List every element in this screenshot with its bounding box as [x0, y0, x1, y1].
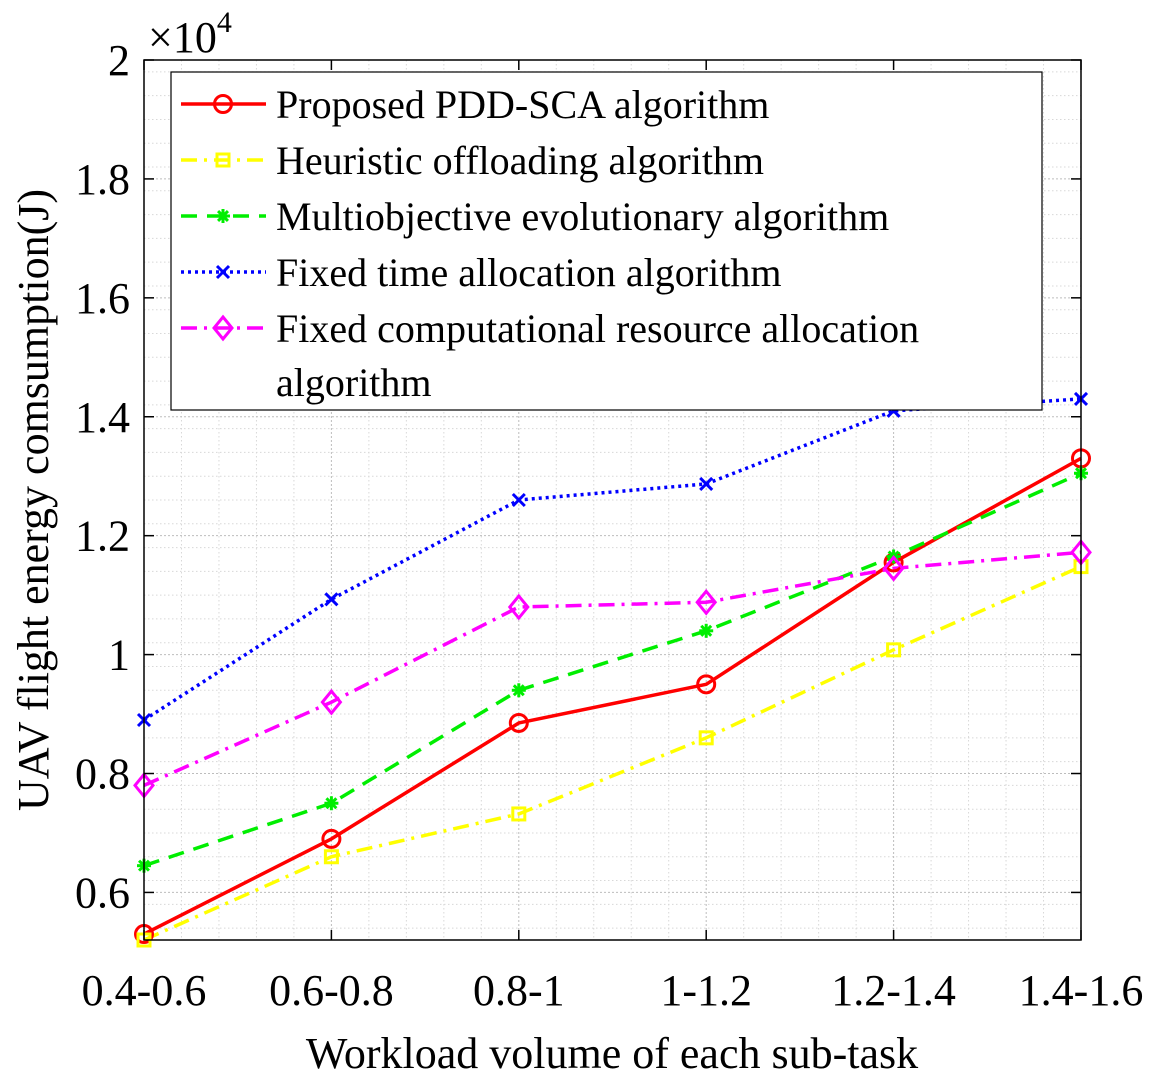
data-point-series-2 [886, 642, 902, 658]
marker-circle [213, 94, 233, 114]
legend-item-5: Fixed computational resource allocation a… [181, 306, 919, 405]
marker-star-stroke [700, 624, 713, 637]
x-tick-labels: 0.4-0.6 0.6-0.8 0.8-1 1-1.2 1.2-1.4 1.4-1.6 [82, 966, 1144, 1015]
y-tick-label: 1.8 [75, 155, 130, 204]
x-tick-label: 0.4-0.6 [82, 966, 207, 1015]
data-point-series-4 [511, 492, 526, 508]
data-point-series-1 [321, 828, 342, 849]
x-tick-label: 0.8-1 [473, 966, 565, 1015]
legend-marker [215, 264, 231, 280]
legend-label: Multiobjective evolutionary algorithm [276, 194, 889, 239]
marker-square [698, 730, 714, 746]
marker-square [323, 849, 339, 865]
marker-circle [696, 674, 717, 695]
marker-diamond [882, 555, 905, 582]
marker-star-stroke [216, 209, 230, 223]
y-multiplier: ×104 [148, 6, 232, 62]
data-point-series-4 [699, 476, 714, 492]
data-point-series-2 [511, 806, 527, 822]
marker-square [886, 642, 902, 658]
legend-label: Heuristic offloading algorithm [276, 138, 764, 183]
marker-circle [321, 828, 342, 849]
marker-x-stroke [324, 592, 339, 607]
y-tick-label: 1.4 [75, 393, 130, 442]
x-tick-label: 0.6-0.8 [269, 966, 394, 1015]
marker-x-stroke [215, 264, 231, 280]
legend-label: Fixed computational resource allocation [276, 306, 919, 351]
marker-diamond [507, 593, 530, 621]
data-point-series-1 [696, 674, 717, 695]
axis-ticks [143, 59, 1082, 940]
legend-items: Proposed PDD-SCA algorithm Heuristic offl… [181, 82, 919, 405]
y-tick-label: 2 [108, 36, 130, 85]
marker-x-stroke [699, 476, 714, 492]
legend-item-4: Fixed time allocation algorithm [181, 250, 781, 295]
data-point-series-2 [323, 849, 339, 865]
data-point-series-3 [511, 683, 526, 698]
series-line-3 [143, 471, 1082, 868]
data-point-series-2 [698, 730, 714, 746]
y-tick-label: 1 [108, 631, 130, 680]
x-tick-label: 1.4-1.6 [1019, 966, 1144, 1015]
legend-marker [212, 314, 234, 342]
y-tick-label: 1.2 [75, 512, 130, 561]
data-point-series-3 [699, 623, 714, 638]
legend-marker [215, 152, 231, 168]
legend-label-line2: algorithm [276, 360, 432, 405]
y-multiplier-base: ×10 [148, 13, 217, 62]
legend-item-2: Heuristic offloading algorithm [181, 138, 764, 183]
data-point-series-5 [507, 593, 530, 621]
legend-marker [213, 94, 233, 114]
legend-label: Fixed time allocation algorithm [276, 250, 781, 295]
x-tick-label: 1-1.2 [660, 966, 752, 1015]
y-tick-label: 0.8 [75, 750, 130, 799]
x-axis-label: Workload volume of each sub-task [306, 1029, 918, 1078]
plot-frame [143, 59, 1082, 941]
legend-label: Proposed PDD-SCA algorithm [276, 82, 769, 127]
series-line-2 [143, 564, 1082, 942]
y-tick-label: 0.6 [75, 868, 130, 917]
data-point-series-5 [695, 588, 718, 616]
legend-marker [216, 209, 230, 223]
x-tick-label: 1.2-1.4 [831, 966, 956, 1015]
marker-diamond [212, 314, 234, 342]
series-line-5 [143, 550, 1082, 788]
legend: Proposed PDD-SCA algorithm Heuristic offl… [170, 71, 1043, 411]
marker-x-stroke [511, 492, 526, 508]
marker-diamond [695, 588, 718, 616]
marker-star-stroke [512, 684, 525, 697]
legend-item-3: Multiobjective evolutionary algorithm [181, 194, 889, 239]
data-point-series-3 [324, 796, 339, 811]
y-axis-label: UAV flight energy comsumption(J) [9, 189, 58, 811]
series-line-1 [143, 456, 1082, 936]
data-point-series-1 [508, 712, 529, 733]
marker-diamond [320, 688, 343, 716]
marker-circle [508, 712, 529, 733]
data-point-series-5 [320, 688, 343, 716]
data-point-series-5 [882, 555, 905, 582]
y-tick-label: 1.6 [75, 274, 130, 323]
marker-star-stroke [325, 797, 338, 810]
data-point-series-4 [324, 592, 339, 607]
y-tick-labels: 0.6 0.8 1 1.2 1.4 1.6 1.8 2 [75, 36, 130, 917]
legend-item-1: Proposed PDD-SCA algorithm [181, 82, 769, 127]
legend-box [170, 71, 1043, 411]
marker-square [215, 152, 231, 168]
y-multiplier-exponent: 4 [217, 6, 232, 39]
marker-square [511, 806, 527, 822]
